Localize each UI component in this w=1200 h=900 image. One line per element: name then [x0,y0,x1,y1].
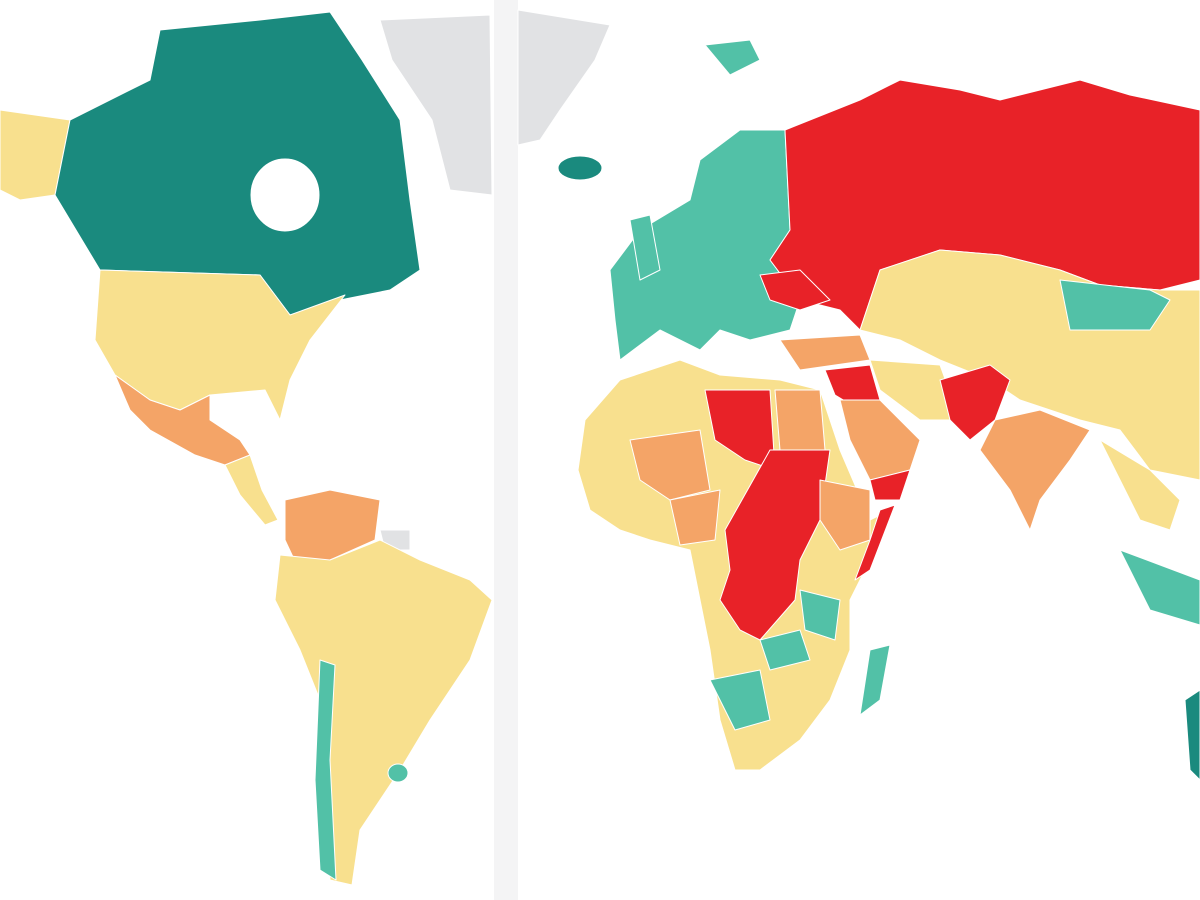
australia [1184,689,1200,781]
indonesia [1119,549,1200,626]
madagascar [859,644,891,716]
americas-panel [0,11,493,886]
svalbard [704,39,761,76]
ethiopia [819,479,871,551]
mali-niger [629,429,711,501]
egypt [774,389,826,451]
namibia [709,669,771,731]
iceland [557,155,603,181]
libya [704,389,776,471]
central-america [224,454,279,526]
mexico [114,374,251,466]
india [979,409,1091,531]
eastern-panel [517,9,1200,781]
united-kingdom [629,214,661,281]
panel-divider [494,0,518,900]
zambia [759,629,811,671]
ukraine [759,269,831,311]
chile [314,659,337,881]
somalia [854,504,896,581]
tanzania [799,589,841,641]
greenland-east [517,9,611,146]
saudi-arabia [839,399,921,481]
yemen [869,469,911,501]
hudson-bay [250,158,320,232]
south-america [274,539,493,886]
turkey [779,334,871,371]
iran [869,359,961,421]
canada [54,11,421,316]
nigeria [669,489,721,546]
venezuela-colombia [284,489,381,573]
southeast-asia [1099,439,1181,531]
alaska [0,109,71,201]
uruguay [387,763,409,783]
greenland [379,14,493,196]
mongolia [1059,279,1171,331]
central-africa [719,449,831,641]
